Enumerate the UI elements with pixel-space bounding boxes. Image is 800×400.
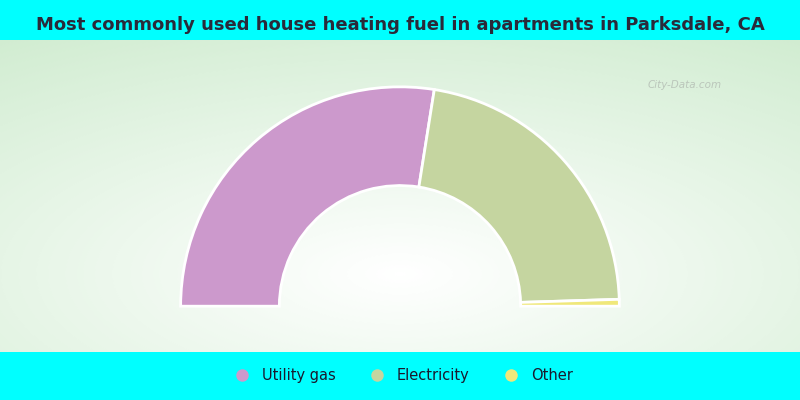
Circle shape: [0, 8, 800, 400]
Circle shape: [0, 107, 800, 400]
Circle shape: [0, 75, 800, 400]
Circle shape: [0, 80, 800, 400]
Circle shape: [0, 13, 800, 400]
Circle shape: [0, 11, 800, 400]
Circle shape: [230, 208, 570, 340]
Text: Most commonly used house heating fuel in apartments in Parksdale, CA: Most commonly used house heating fuel in…: [36, 16, 764, 34]
Circle shape: [300, 235, 500, 313]
Circle shape: [254, 217, 546, 331]
Circle shape: [78, 148, 722, 400]
Circle shape: [0, 66, 800, 400]
Circle shape: [0, 91, 800, 400]
Circle shape: [0, 93, 800, 400]
Legend: Utility gas, Electricity, Other: Utility gas, Electricity, Other: [222, 362, 578, 389]
Circle shape: [0, 89, 800, 400]
Circle shape: [0, 86, 800, 400]
Circle shape: [154, 178, 646, 370]
Circle shape: [0, 52, 800, 400]
Circle shape: [0, 50, 800, 400]
Circle shape: [0, 96, 800, 400]
Circle shape: [0, 112, 800, 400]
Circle shape: [25, 128, 775, 400]
Circle shape: [370, 262, 430, 286]
Circle shape: [0, 109, 800, 400]
Circle shape: [330, 246, 470, 302]
Circle shape: [0, 105, 800, 400]
Circle shape: [394, 272, 406, 276]
Circle shape: [0, 22, 800, 400]
Circle shape: [13, 123, 787, 400]
Circle shape: [0, 29, 800, 400]
Circle shape: [0, 6, 800, 400]
Circle shape: [71, 146, 729, 400]
Circle shape: [36, 132, 764, 400]
Circle shape: [347, 254, 453, 294]
Circle shape: [7, 121, 793, 400]
Circle shape: [177, 187, 623, 361]
Circle shape: [66, 144, 734, 400]
Circle shape: [124, 166, 676, 382]
Circle shape: [0, 4, 800, 400]
Circle shape: [282, 228, 518, 320]
Circle shape: [294, 233, 506, 315]
Circle shape: [136, 171, 664, 377]
Circle shape: [95, 155, 705, 393]
Circle shape: [0, 68, 800, 400]
Circle shape: [142, 173, 658, 375]
Circle shape: [118, 164, 682, 384]
Circle shape: [342, 251, 458, 297]
Circle shape: [377, 265, 423, 283]
Circle shape: [0, 70, 800, 400]
Circle shape: [0, 48, 800, 400]
Circle shape: [18, 125, 782, 400]
Circle shape: [166, 182, 634, 366]
Circle shape: [0, 54, 800, 400]
Circle shape: [265, 221, 535, 327]
Circle shape: [0, 116, 800, 400]
Circle shape: [0, 20, 800, 400]
Circle shape: [0, 82, 800, 400]
Circle shape: [0, 61, 800, 400]
Circle shape: [83, 150, 717, 398]
Circle shape: [130, 169, 670, 379]
Circle shape: [113, 162, 687, 386]
Circle shape: [0, 64, 800, 400]
Circle shape: [0, 25, 800, 400]
Circle shape: [388, 270, 412, 278]
Circle shape: [101, 157, 699, 391]
Circle shape: [89, 153, 711, 395]
Circle shape: [0, 16, 800, 400]
Circle shape: [1, 118, 799, 400]
Circle shape: [194, 194, 606, 354]
Circle shape: [0, 34, 800, 400]
Circle shape: [30, 130, 770, 400]
Circle shape: [183, 189, 617, 359]
Circle shape: [0, 41, 800, 400]
Circle shape: [0, 77, 800, 400]
Circle shape: [242, 212, 558, 336]
Circle shape: [0, 38, 800, 400]
Circle shape: [359, 258, 441, 290]
